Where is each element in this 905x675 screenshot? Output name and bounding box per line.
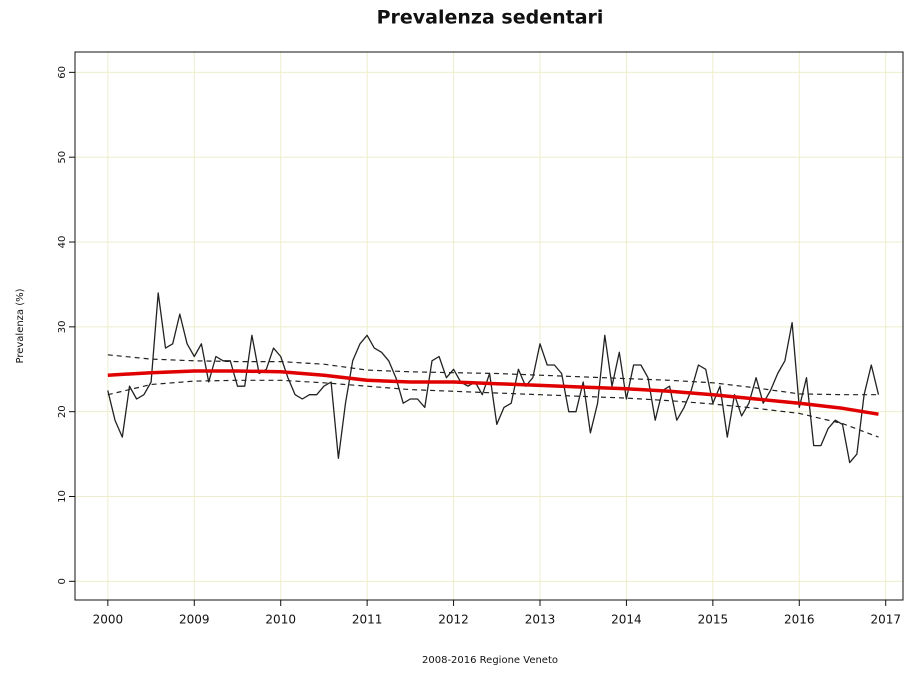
x-tick-label: 2010 [265,613,296,627]
x-tick-label: 2013 [525,613,556,627]
series-line [107,292,880,464]
y-tick-label: 10 [57,490,68,503]
x-tick-label: 2009 [179,613,210,627]
x-tick-label: 2017 [870,613,901,627]
plot-frame [74,51,904,601]
y-tick-label: 60 [57,66,68,79]
y-tick-label: 40 [57,236,68,249]
series-line [107,354,879,396]
y-axis-label: Prevalenza (%) [15,288,26,363]
x-axis-label: 2008-2016 Regione Veneto [422,655,558,666]
y-tick-label: 20 [57,405,68,418]
y-tick-label: 50 [57,151,68,164]
y-tick-label: 0 [57,578,68,584]
y-tick-label: 30 [57,320,68,333]
x-tick-label: 2016 [784,613,815,627]
x-tick-label: 2014 [611,613,642,627]
x-tick-label: 2012 [438,613,469,627]
chart-title: Prevalenza sedentari [377,7,604,29]
x-tick-label: 2000 [93,613,124,627]
x-tick-label: 2011 [352,613,383,627]
series-line [107,369,879,416]
x-tick-label: 2015 [698,613,729,627]
series-line [107,379,879,438]
